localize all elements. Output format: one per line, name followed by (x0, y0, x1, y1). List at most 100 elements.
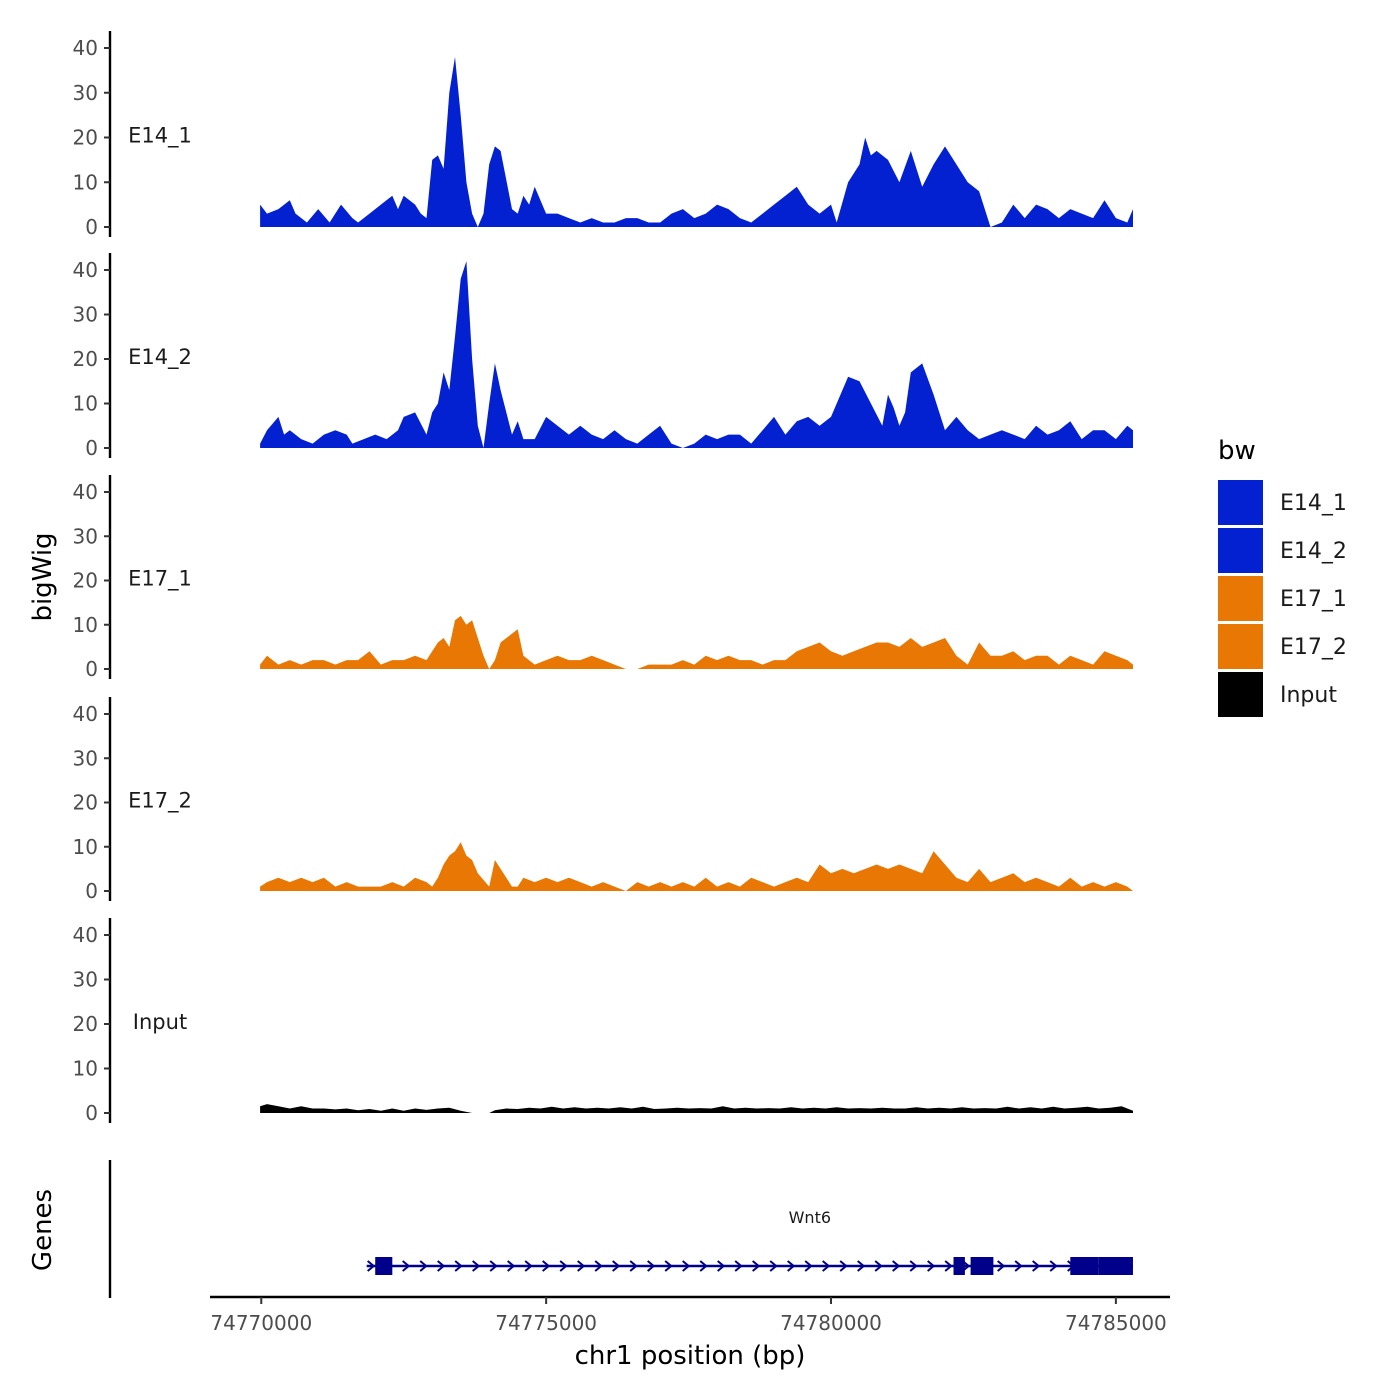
strand-arrow (489, 1260, 498, 1272)
strand-arrow (734, 1260, 743, 1272)
gene-exon (953, 1257, 965, 1275)
bigwig-tracks: 0 10 20 30 40 E14_1 0 10 20 30 40 E14_2 0 10 20 30 40 E17… (73, 31, 1134, 1125)
y-axis-title: bigWig (28, 532, 58, 621)
legend-key-E14_1 (1218, 480, 1263, 525)
gene-exon (1070, 1257, 1099, 1275)
strand-arrow (927, 1260, 936, 1272)
y-tick-label: 20 (73, 1012, 98, 1036)
y-tick-label: 40 (73, 36, 98, 60)
track-E14_2: 0 10 20 30 40 E14_2 (73, 253, 1134, 460)
legend-title: bw (1218, 436, 1256, 466)
y-tick-label: 20 (73, 347, 98, 371)
y-tick-label: 10 (73, 613, 98, 637)
strand-arrow (822, 1260, 831, 1272)
area-E14_1 (260, 57, 1134, 227)
strand-arrow (909, 1260, 918, 1272)
y-tick-label: 10 (73, 1057, 98, 1081)
y-tick-label: 0 (85, 879, 98, 903)
legend-key-Input (1218, 672, 1263, 717)
legend-label: Input (1280, 683, 1337, 708)
y-tick-label: 30 (73, 81, 98, 105)
y-tick-label: 10 (73, 170, 98, 194)
strand-arrow (559, 1260, 568, 1272)
y-tick-label: 0 (85, 215, 98, 239)
y-tick-label: 30 (73, 746, 98, 770)
x-tick-label: 74775000 (495, 1311, 597, 1335)
x-tick-label: 74785000 (1065, 1311, 1167, 1335)
strand-arrow (472, 1260, 481, 1272)
y-tick-label: 30 (73, 303, 98, 327)
strand-arrow (612, 1260, 621, 1272)
strand-arrow (997, 1260, 1006, 1272)
track-E17_1: 0 10 20 30 40 E17_1 (73, 475, 1134, 681)
strand-arrow (542, 1260, 551, 1272)
strand-arrow (682, 1260, 691, 1272)
strand-arrow (752, 1260, 761, 1272)
y-tick-label: 40 (73, 480, 98, 504)
area-E14_2 (260, 261, 1134, 448)
strand-arrow (769, 1260, 778, 1272)
strand-arrow (699, 1260, 708, 1272)
y-tick-label: 30 (73, 524, 98, 548)
genes-panel: Wnt6 (108, 1160, 1133, 1298)
strand-arrow (944, 1260, 953, 1272)
area-Input (260, 1104, 1134, 1113)
legend-key-E17_2 (1218, 624, 1263, 669)
y-tick-label: 0 (85, 657, 98, 681)
y-tick-label: 0 (85, 436, 98, 460)
gene-exon (375, 1257, 393, 1275)
y-tick-label: 20 (73, 569, 98, 593)
y-tick-label: 40 (73, 702, 98, 726)
strand-arrow (577, 1260, 586, 1272)
x-axis: 74770000 74775000 74780000 74785000 (210, 1295, 1170, 1335)
strand-arrow (454, 1260, 463, 1272)
gene-exon (1098, 1257, 1133, 1275)
strand-arrow (402, 1260, 411, 1272)
legend-label: E14_2 (1280, 539, 1347, 564)
strand-arrow (664, 1260, 673, 1272)
y-tick-label: 30 (73, 968, 98, 992)
legend-key-E17_1 (1218, 576, 1263, 621)
strand-arrow (437, 1260, 446, 1272)
y-tick-label: 10 (73, 392, 98, 416)
track-E14_1: 0 10 20 30 40 E14_1 (73, 31, 1134, 239)
strand-arrow (367, 1260, 376, 1272)
strand-arrow (787, 1260, 796, 1272)
strand-arrow (717, 1260, 726, 1272)
legend-label: E17_1 (1280, 587, 1347, 612)
gene-exon (970, 1257, 994, 1275)
strand-arrow (524, 1260, 533, 1272)
track-label: Input (133, 1010, 187, 1034)
x-tick-label: 74780000 (780, 1311, 882, 1335)
strand-arrow (1014, 1260, 1023, 1272)
track-label: E14_1 (128, 124, 192, 149)
strand-arrow (507, 1260, 516, 1272)
strand-arrow (594, 1260, 603, 1272)
y-tick-label: 0 (85, 1101, 98, 1125)
y-tick-label: 10 (73, 835, 98, 859)
x-tick-label: 74770000 (210, 1311, 312, 1335)
area-E17_1 (260, 615, 1134, 669)
strand-arrow (629, 1260, 638, 1272)
track-E17_2: 0 10 20 30 40 E17_2 (73, 697, 1134, 903)
strand-arrow (1032, 1260, 1041, 1272)
area-E17_2 (260, 842, 1134, 891)
genes-axis-title: Genes (28, 1189, 58, 1271)
strand-arrow (892, 1260, 901, 1272)
track-label: E17_1 (128, 567, 192, 592)
strand-arrow (874, 1260, 883, 1272)
strand-arrow (857, 1260, 866, 1272)
strand-arrow (839, 1260, 848, 1272)
strand-arrow (1049, 1260, 1058, 1272)
legend-label: E17_2 (1280, 635, 1347, 660)
track-label: E17_2 (128, 789, 192, 814)
strand-arrow (647, 1260, 656, 1272)
y-tick-label: 20 (73, 791, 98, 815)
y-tick-label: 40 (73, 923, 98, 947)
track-label: E14_2 (128, 345, 192, 370)
strand-arrow (419, 1260, 428, 1272)
x-axis-title: chr1 position (bp) (575, 1341, 806, 1371)
legend-key-E14_2 (1218, 528, 1263, 573)
gene-name-label: Wnt6 (789, 1208, 831, 1227)
